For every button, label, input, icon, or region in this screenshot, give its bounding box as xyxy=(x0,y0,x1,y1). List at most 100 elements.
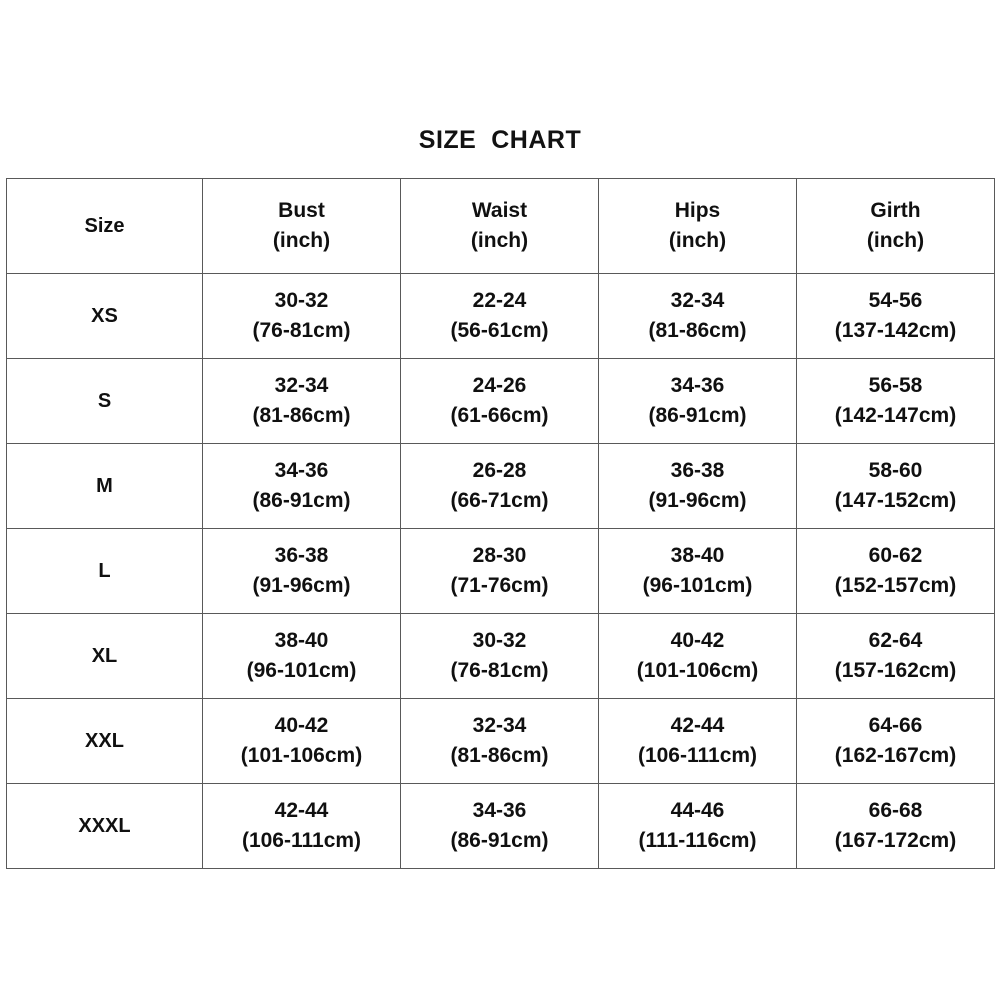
cell-girth-inch: 64-66 xyxy=(868,714,923,738)
cell-bust: 38-40 (96-101cm) xyxy=(202,613,401,699)
cell-hips-cm: (106-111cm) xyxy=(637,744,758,767)
cell-bust: 36-38 (91-96cm) xyxy=(202,528,401,614)
cell-hips-inch: 34-36 xyxy=(670,374,725,398)
cell-waist-inch: 34-36 xyxy=(472,799,527,823)
cell-bust-cm: (86-91cm) xyxy=(252,489,351,512)
cell-hips-inch: 36-38 xyxy=(670,459,725,483)
cell-girth-cm: (162-167cm) xyxy=(834,744,957,767)
cell-girth-inch: 56-58 xyxy=(868,374,923,398)
cell-bust-cm: (76-81cm) xyxy=(252,319,351,342)
cell-waist-inch: 22-24 xyxy=(472,289,527,313)
cell-bust-inch: 32-34 xyxy=(274,374,329,398)
cell-hips: 42-44 (106-111cm) xyxy=(598,698,797,784)
cell-hips-inch: 44-46 xyxy=(670,799,725,823)
column-header-hips-unit: (inch) xyxy=(668,229,727,252)
cell-hips-cm: (96-101cm) xyxy=(642,574,753,597)
table-body: XS 30-32 (76-81cm) 22-24 (56-61cm) 32-34… xyxy=(6,273,995,869)
size-chart-table: Size Bust (inch) Waist (inch) Hips (inch… xyxy=(6,178,995,869)
cell-bust: 34-36 (86-91cm) xyxy=(202,443,401,529)
cell-bust-inch: 42-44 xyxy=(274,799,329,823)
cell-girth: 54-56 (137-142cm) xyxy=(796,273,995,359)
cell-bust-cm: (101-106cm) xyxy=(240,744,363,767)
cell-hips-cm: (81-86cm) xyxy=(648,319,747,342)
cell-girth-cm: (142-147cm) xyxy=(834,404,957,427)
cell-waist-cm: (76-81cm) xyxy=(450,659,549,682)
cell-hips: 36-38 (91-96cm) xyxy=(598,443,797,529)
cell-girth: 62-64 (157-162cm) xyxy=(796,613,995,699)
cell-hips-inch: 40-42 xyxy=(670,629,725,653)
cell-hips-cm: (111-116cm) xyxy=(638,829,757,852)
cell-hips-cm: (91-96cm) xyxy=(648,489,747,512)
cell-waist-cm: (61-66cm) xyxy=(450,404,549,427)
cell-bust-inch: 38-40 xyxy=(274,629,329,653)
column-header-girth-unit: (inch) xyxy=(866,229,925,252)
cell-waist: 32-34 (81-86cm) xyxy=(400,698,599,784)
cell-hips: 34-36 (86-91cm) xyxy=(598,358,797,444)
cell-bust-cm: (106-111cm) xyxy=(241,829,362,852)
cell-waist: 26-28 (66-71cm) xyxy=(400,443,599,529)
cell-hips-inch: 32-34 xyxy=(670,289,725,313)
cell-girth: 56-58 (142-147cm) xyxy=(796,358,995,444)
column-header-waist-unit: (inch) xyxy=(470,229,529,252)
cell-girth-cm: (152-157cm) xyxy=(834,574,957,597)
cell-hips: 44-46 (111-116cm) xyxy=(598,783,797,869)
table-row: XXL 40-42 (101-106cm) 32-34 (81-86cm) 42… xyxy=(6,698,995,784)
table-row: S 32-34 (81-86cm) 24-26 (61-66cm) 34-36 … xyxy=(6,358,995,444)
cell-girth: 58-60 (147-152cm) xyxy=(796,443,995,529)
cell-waist-inch: 26-28 xyxy=(472,459,527,483)
table-row: M 34-36 (86-91cm) 26-28 (66-71cm) 36-38 … xyxy=(6,443,995,529)
column-header-hips: Hips (inch) xyxy=(598,178,797,274)
cell-bust-cm: (81-86cm) xyxy=(252,404,351,427)
cell-waist: 28-30 (71-76cm) xyxy=(400,528,599,614)
cell-bust-cm: (91-96cm) xyxy=(252,574,351,597)
cell-size: S xyxy=(6,358,203,444)
cell-size: XS xyxy=(6,273,203,359)
column-header-size-label: Size xyxy=(84,214,125,237)
cell-waist: 30-32 (76-81cm) xyxy=(400,613,599,699)
cell-waist: 22-24 (56-61cm) xyxy=(400,273,599,359)
cell-size: XL xyxy=(6,613,203,699)
cell-hips-inch: 38-40 xyxy=(670,544,725,568)
cell-girth-cm: (157-162cm) xyxy=(834,659,957,682)
cell-hips-inch: 42-44 xyxy=(670,714,725,738)
column-header-waist-label: Waist xyxy=(471,198,528,222)
cell-bust: 40-42 (101-106cm) xyxy=(202,698,401,784)
header-row: Size Bust (inch) Waist (inch) Hips (inch… xyxy=(6,178,995,274)
cell-bust-inch: 40-42 xyxy=(274,714,329,738)
table-row: L 36-38 (91-96cm) 28-30 (71-76cm) 38-40 … xyxy=(6,528,995,614)
cell-waist-cm: (71-76cm) xyxy=(450,574,549,597)
cell-hips: 32-34 (81-86cm) xyxy=(598,273,797,359)
cell-waist: 34-36 (86-91cm) xyxy=(400,783,599,869)
page-title: SIZE CHART xyxy=(418,126,582,154)
cell-hips: 40-42 (101-106cm) xyxy=(598,613,797,699)
column-header-bust-label: Bust xyxy=(278,198,325,222)
size-chart-table-container: Size Bust (inch) Waist (inch) Hips (inch… xyxy=(6,178,995,869)
cell-waist-inch: 32-34 xyxy=(472,714,527,738)
cell-hips-cm: (86-91cm) xyxy=(648,404,747,427)
cell-size: XXL xyxy=(6,698,203,784)
cell-girth-inch: 58-60 xyxy=(868,459,923,483)
column-header-waist: Waist (inch) xyxy=(400,178,599,274)
column-header-girth-label: Girth xyxy=(870,198,921,222)
cell-girth: 64-66 (162-167cm) xyxy=(796,698,995,784)
cell-bust-inch: 36-38 xyxy=(274,544,329,568)
cell-girth-inch: 62-64 xyxy=(868,629,923,653)
cell-size: L xyxy=(6,528,203,614)
column-header-bust-unit: (inch) xyxy=(272,229,331,252)
cell-waist-inch: 28-30 xyxy=(472,544,527,568)
table-row: XL 38-40 (96-101cm) 30-32 (76-81cm) 40-4… xyxy=(6,613,995,699)
column-header-girth: Girth (inch) xyxy=(796,178,995,274)
table-row: XXXL 42-44 (106-111cm) 34-36 (86-91cm) 4… xyxy=(6,783,995,869)
cell-girth-inch: 54-56 xyxy=(868,289,923,313)
cell-girth-inch: 60-62 xyxy=(868,544,923,568)
cell-hips-cm: (101-106cm) xyxy=(636,659,759,682)
cell-waist-cm: (66-71cm) xyxy=(450,489,549,512)
cell-waist-inch: 24-26 xyxy=(472,374,527,398)
cell-bust: 32-34 (81-86cm) xyxy=(202,358,401,444)
cell-size: M xyxy=(6,443,203,529)
cell-bust-inch: 34-36 xyxy=(274,459,329,483)
cell-waist-cm: (56-61cm) xyxy=(450,319,549,342)
cell-girth-cm: (147-152cm) xyxy=(834,489,957,512)
cell-bust-cm: (96-101cm) xyxy=(246,659,357,682)
